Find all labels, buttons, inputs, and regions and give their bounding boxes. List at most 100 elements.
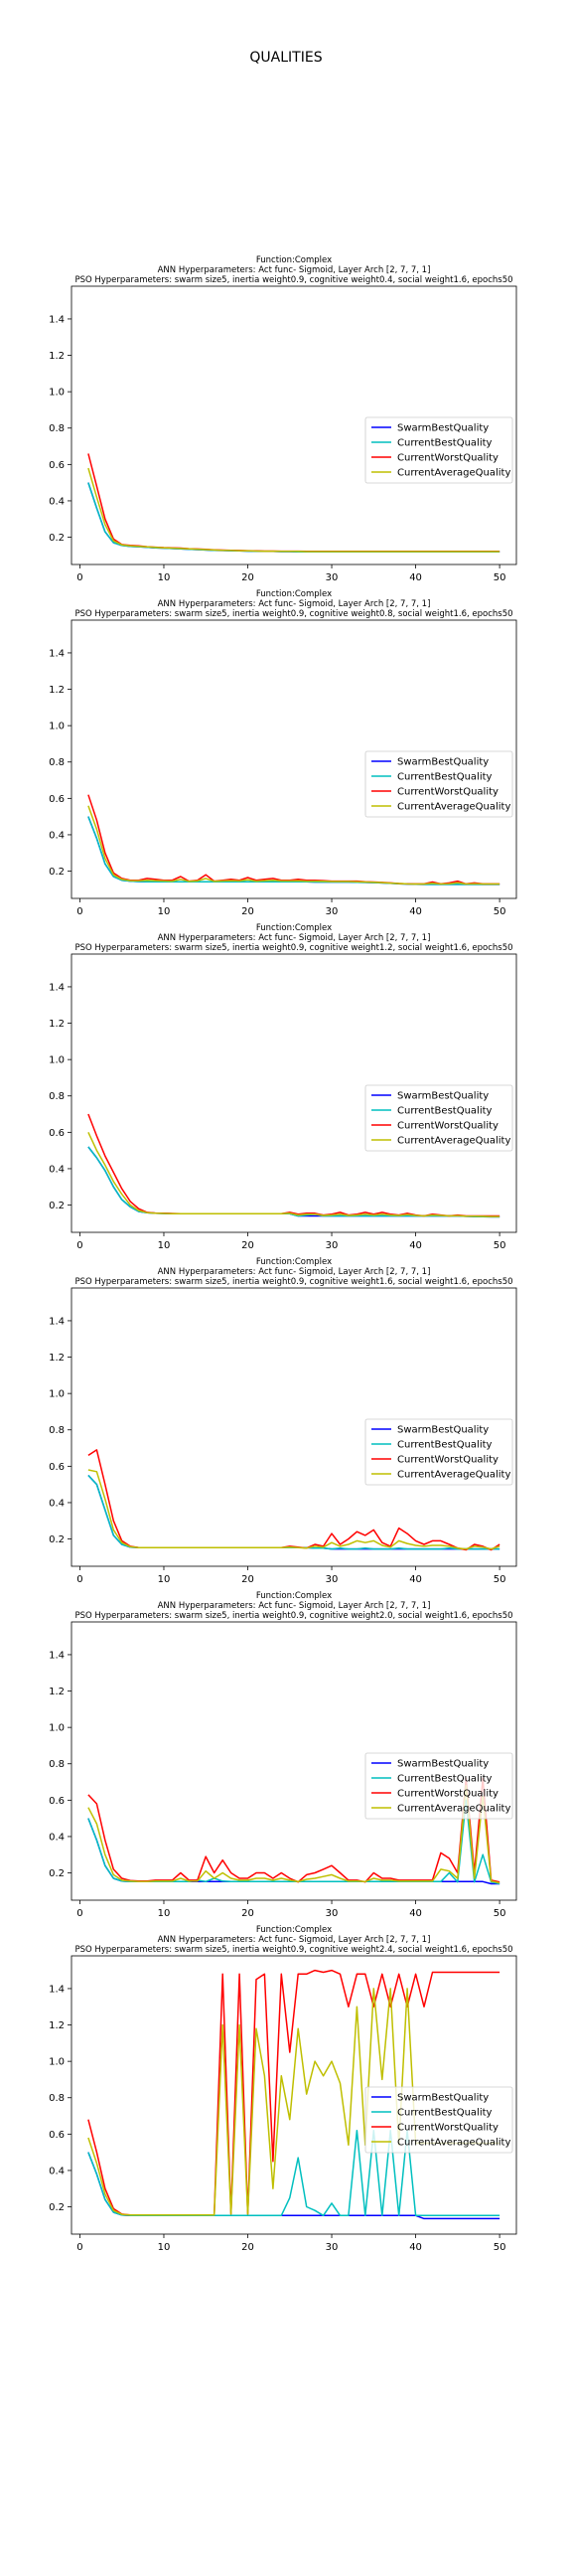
y-tick-label: 0.6: [49, 460, 65, 471]
y-tick-label: 0.8: [49, 1425, 65, 1436]
x-tick-label: 50: [494, 906, 506, 917]
y-tick-label: 1.0: [49, 1389, 65, 1400]
y-tick-label: 1.2: [49, 2020, 65, 2031]
x-tick-label: 10: [158, 572, 171, 583]
y-tick-label: 0.6: [49, 794, 65, 805]
x-tick-label: 0: [76, 1908, 82, 1919]
chart-title-line: Function:Complex: [256, 589, 332, 599]
x-tick-label: 40: [409, 572, 422, 583]
legend-label: CurrentBestQuality: [397, 1774, 493, 1785]
legend-label: CurrentBestQuality: [397, 438, 493, 449]
x-tick-label: 20: [241, 1240, 254, 1251]
x-tick-label: 30: [326, 906, 339, 917]
x-tick-label: 20: [241, 906, 254, 917]
y-tick-label: 0.6: [49, 1462, 65, 1473]
y-tick-label: 1.2: [49, 1687, 65, 1697]
chart-title-line: ANN Hyperparameters: Act func- Sigmoid, …: [158, 933, 431, 943]
y-tick-label: 0.8: [49, 757, 65, 768]
legend-label: SwarmBestQuality: [397, 1759, 489, 1770]
legend-label: CurrentAverageQuality: [397, 1804, 510, 1815]
y-tick-label: 1.4: [49, 1650, 65, 1661]
legend-label: SwarmBestQuality: [397, 423, 489, 434]
series-line-CurrentBestQuality: [87, 1146, 500, 1218]
y-tick-label: 1.0: [49, 388, 65, 399]
y-tick-label: 1.0: [49, 1055, 65, 1066]
legend-label: CurrentWorstQuality: [397, 1455, 499, 1466]
legend-box: [364, 1752, 513, 1820]
x-tick-label: 30: [326, 1908, 339, 1919]
plot-frame: [71, 953, 517, 1233]
legend-box: [364, 416, 513, 484]
figure-title: QUALITIES: [249, 50, 323, 66]
chart-title-line: Function:Complex: [256, 1257, 332, 1267]
x-tick-label: 50: [494, 572, 506, 583]
x-tick-label: 10: [158, 1908, 171, 1919]
x-tick-label: 30: [326, 572, 339, 583]
x-tick-label: 20: [241, 2242, 254, 2253]
y-tick-label: 0.8: [49, 1759, 65, 1770]
y-tick-label: 1.0: [49, 1723, 65, 1734]
x-tick-label: 40: [409, 2242, 422, 2253]
y-tick-label: 1.2: [49, 1353, 65, 1364]
x-tick-label: 30: [326, 2242, 339, 2253]
y-tick-label: 0.6: [49, 1796, 65, 1807]
plot-frame: [71, 619, 517, 899]
legend-label: CurrentWorstQuality: [397, 1121, 499, 1132]
y-tick-label: 1.0: [49, 2057, 65, 2068]
legend-label: CurrentAverageQuality: [397, 802, 510, 813]
y-tick-label: 0.2: [49, 867, 65, 878]
legend-label: SwarmBestQuality: [397, 1425, 489, 1436]
x-tick-label: 40: [409, 906, 422, 917]
chart-title-line: PSO Hyperparameters: swarm size5, inerti…: [74, 609, 512, 619]
y-tick-label: 0.6: [49, 1128, 65, 1139]
x-tick-label: 0: [76, 1240, 82, 1251]
x-tick-label: 50: [494, 1240, 506, 1251]
series-line-SwarmBestQuality: [87, 482, 500, 553]
x-tick-label: 40: [409, 1240, 422, 1251]
chart-title-line: PSO Hyperparameters: swarm size5, inerti…: [74, 1945, 512, 1955]
y-tick-label: 0.4: [49, 1832, 65, 1843]
y-tick-label: 0.2: [49, 2202, 65, 2213]
chart-title-line: ANN Hyperparameters: Act func- Sigmoid, …: [158, 1267, 431, 1277]
plot-frame: [71, 1621, 517, 1901]
x-tick-label: 20: [241, 1908, 254, 1919]
legend-label: CurrentWorstQuality: [397, 2123, 499, 2134]
chart-title-line: ANN Hyperparameters: Act func- Sigmoid, …: [158, 599, 431, 609]
y-tick-label: 0.2: [49, 1201, 65, 1211]
y-tick-label: 0.4: [49, 1164, 65, 1175]
y-tick-label: 0.4: [49, 1498, 65, 1509]
y-tick-label: 1.2: [49, 351, 65, 362]
x-tick-label: 10: [158, 1574, 171, 1585]
legend-label: CurrentBestQuality: [397, 1440, 493, 1451]
legend-box: [364, 750, 513, 818]
x-tick-label: 10: [158, 906, 171, 917]
y-tick-label: 0.4: [49, 2166, 65, 2176]
y-tick-label: 0.8: [49, 423, 65, 434]
y-tick-label: 0.6: [49, 2130, 65, 2141]
legend-label: CurrentAverageQuality: [397, 1470, 510, 1481]
chart-title-line: ANN Hyperparameters: Act func- Sigmoid, …: [158, 1601, 431, 1611]
legend-label: CurrentBestQuality: [397, 772, 493, 783]
series-line-CurrentBestQuality: [87, 482, 500, 553]
legend-label: CurrentBestQuality: [397, 2108, 493, 2119]
series-line-CurrentBestQuality: [87, 1474, 500, 1550]
y-tick-label: 1.4: [49, 1984, 65, 1995]
y-tick-label: 1.4: [49, 982, 65, 993]
y-tick-label: 1.4: [49, 648, 65, 659]
chart-title-line: PSO Hyperparameters: swarm size5, inerti…: [74, 275, 512, 285]
plot-frame: [71, 1287, 517, 1567]
series-line-SwarmBestQuality: [87, 816, 500, 886]
plot-frame: [71, 1955, 517, 2235]
series-line-SwarmBestQuality: [87, 1474, 500, 1550]
y-tick-label: 1.4: [49, 1316, 65, 1327]
y-tick-label: 0.2: [49, 1868, 65, 1879]
x-tick-label: 50: [494, 1574, 506, 1585]
legend-box: [364, 1084, 513, 1152]
x-tick-label: 20: [241, 1574, 254, 1585]
series-line-CurrentAverageQuality: [87, 1131, 500, 1217]
x-tick-label: 40: [409, 1908, 422, 1919]
chart-title-line: PSO Hyperparameters: swarm size5, inerti…: [74, 943, 512, 953]
